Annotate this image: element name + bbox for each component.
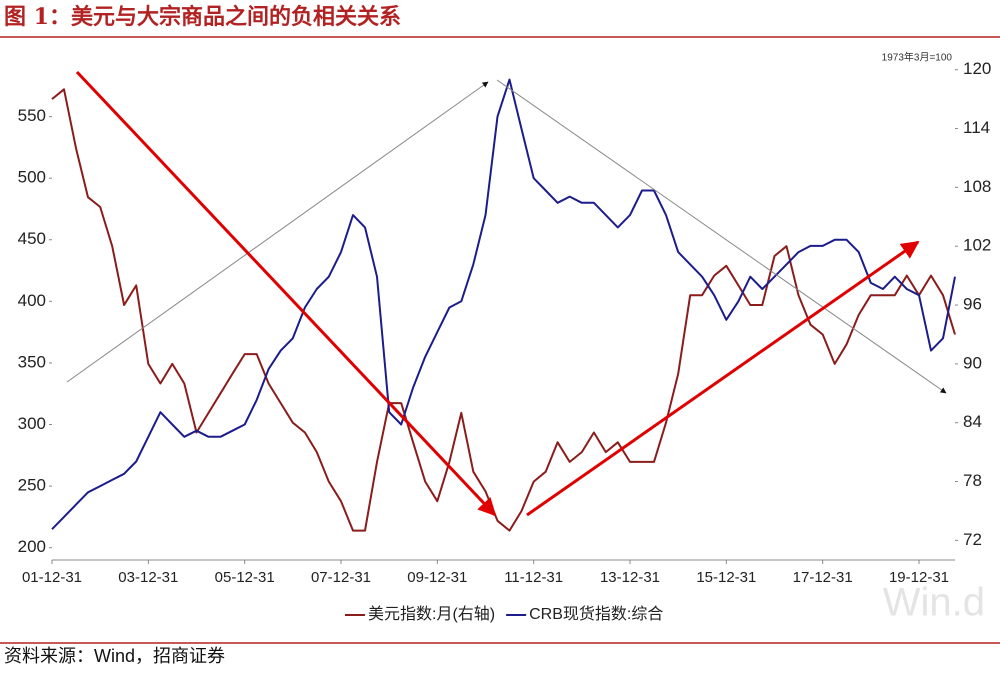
x-tick-label: 09-12-31 [407, 569, 467, 586]
x-tick-label: 19-12-31 [889, 569, 949, 586]
annotation: 1973年3月=100 [882, 51, 953, 64]
x-tick-label: 15-12-31 [696, 569, 756, 586]
trend-arrow [496, 79, 947, 394]
y2-tick-label: 72 [963, 530, 982, 549]
y2-tick-label: 108 [963, 177, 991, 196]
y2-tick-label: 114 [963, 118, 990, 137]
watermark: Win.d [883, 581, 985, 625]
y-tick-label: 500 [18, 168, 46, 187]
y-tick-label: 200 [18, 537, 46, 556]
chart-title: 图 1：美元与大宗商品之间的负相关关系 [4, 4, 401, 30]
y-tick-label: 300 [18, 414, 46, 433]
y-tick-label: 450 [18, 229, 46, 248]
x-tick-label: 11-12-31 [504, 569, 563, 586]
y-tick-label: 350 [18, 352, 46, 371]
y2-tick-label: 90 [963, 353, 982, 372]
x-tick-label: 13-12-31 [600, 569, 660, 586]
trend-arrow [66, 81, 489, 383]
series-line [51, 78, 956, 530]
y2-tick-label: 96 [963, 295, 982, 314]
y-tick-label: 550 [18, 106, 46, 125]
x-tick-label: 05-12-31 [215, 569, 275, 586]
legend-label: 美元指数:月(右轴) [368, 605, 495, 623]
y2-tick-label: 120 [963, 59, 991, 78]
series-line [51, 88, 956, 532]
trend-arrow [526, 240, 920, 517]
y2-tick-label: 84 [963, 412, 982, 431]
x-tick-label: 03-12-31 [118, 569, 178, 586]
y2-tick-label: 78 [963, 471, 982, 490]
y2-tick-label: 102 [963, 236, 991, 255]
y-tick-label: 250 [18, 476, 46, 495]
y-tick-label: 400 [18, 291, 46, 310]
x-tick-label: 17-12-31 [793, 569, 853, 586]
trend-arrow [75, 70, 497, 517]
x-tick-label: 01-12-31 [22, 569, 82, 586]
legend-label: CRB现货指数:综合 [529, 605, 663, 623]
x-tick-label: 07-12-31 [311, 569, 371, 586]
source: 资料来源：Wind，招商证券 [4, 646, 225, 666]
